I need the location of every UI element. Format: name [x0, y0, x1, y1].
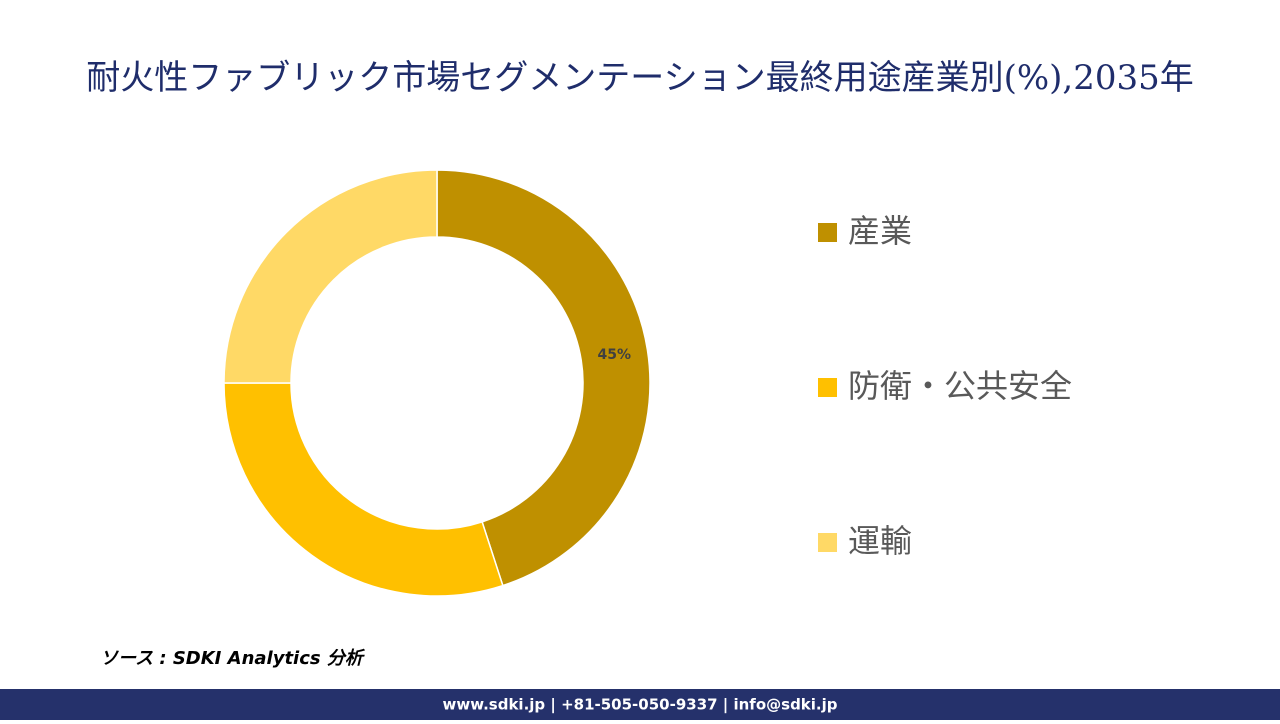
legend-swatch: [818, 378, 837, 397]
source: ソース : SDKI Analytics 分析: [100, 648, 366, 669]
donut-segment: [436, 169, 651, 587]
legend-swatch: [818, 223, 837, 242]
data-label: 45%: [598, 347, 632, 363]
donut-segment: [223, 382, 504, 597]
legend-label: 産業: [848, 212, 912, 250]
legend-swatch: [818, 533, 837, 552]
legend-label: 運輸: [848, 522, 912, 560]
footer-bar: [0, 689, 1280, 720]
donut-segment: [223, 169, 438, 384]
legend-label: 防衛・公共安全: [848, 367, 1072, 405]
chart-title: 耐火性ファブリック市場セグメンテーション最終用途産業別(%),2035年: [86, 58, 1194, 98]
footer-text: www.sdki.jp | +81-505-050-9337 | info@sd…: [442, 696, 837, 715]
